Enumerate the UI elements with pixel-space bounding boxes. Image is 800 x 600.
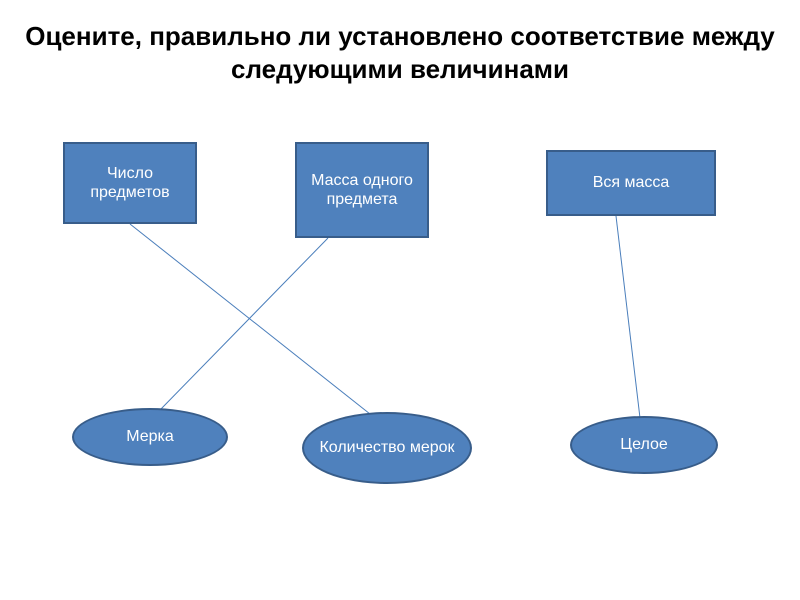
edges-layer — [0, 0, 800, 600]
node-n5: Количество мерок — [302, 412, 472, 484]
node-label: Мерка — [126, 427, 174, 446]
node-label: Масса одного предмета — [301, 171, 423, 209]
node-n3: Вся масса — [546, 150, 716, 216]
node-label: Число предметов — [69, 164, 191, 202]
edge-n3-n6 — [616, 216, 640, 418]
node-label: Количество мерок — [319, 438, 454, 457]
node-label: Целое — [620, 435, 668, 454]
node-label: Вся масса — [593, 173, 670, 192]
diagram-canvas: { "title": { "text": "Оцените, правильно… — [0, 0, 800, 600]
node-n4: Мерка — [72, 408, 228, 466]
node-n2: Масса одного предмета — [295, 142, 429, 238]
page-title: Оцените, правильно ли установлено соотве… — [0, 20, 800, 85]
edge-n2-n4 — [160, 238, 328, 410]
node-n1: Число предметов — [63, 142, 197, 224]
node-n6: Целое — [570, 416, 718, 474]
edge-n1-n5 — [130, 224, 370, 414]
